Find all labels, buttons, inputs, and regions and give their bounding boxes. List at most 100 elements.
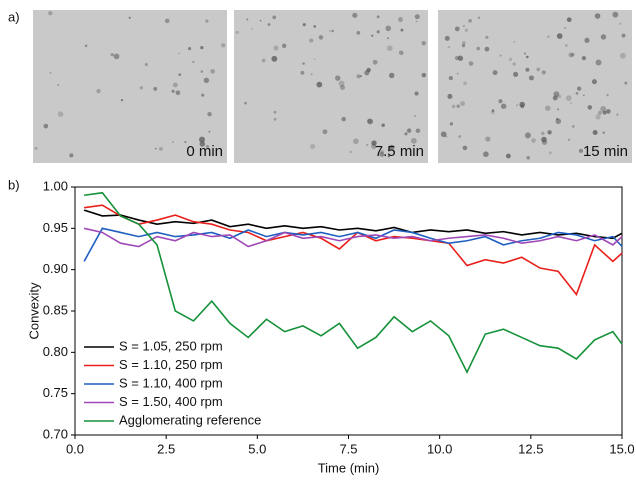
particle bbox=[541, 131, 545, 136]
particle bbox=[235, 30, 239, 35]
particle bbox=[34, 146, 38, 150]
particle bbox=[221, 43, 226, 48]
particle bbox=[556, 33, 563, 39]
particle bbox=[272, 15, 277, 20]
particle bbox=[600, 34, 607, 40]
particle bbox=[192, 60, 195, 63]
particle bbox=[331, 29, 334, 33]
particle bbox=[565, 95, 572, 101]
particle bbox=[602, 110, 607, 115]
series-line bbox=[83, 227, 623, 248]
particle bbox=[113, 53, 120, 60]
y-tick-label: 1.00 bbox=[43, 178, 68, 193]
particle bbox=[175, 90, 181, 96]
particle bbox=[567, 138, 571, 142]
particle bbox=[553, 91, 560, 97]
particle bbox=[49, 71, 52, 74]
particle bbox=[468, 18, 472, 23]
particle bbox=[513, 40, 516, 43]
particle bbox=[273, 45, 279, 51]
series-line bbox=[83, 227, 623, 262]
particle bbox=[591, 79, 597, 85]
particle bbox=[592, 130, 598, 135]
particle bbox=[500, 103, 507, 109]
particle bbox=[199, 136, 206, 143]
particle bbox=[463, 81, 468, 86]
particle bbox=[415, 128, 421, 133]
legend-label: Agglomerating reference bbox=[119, 412, 261, 427]
particle bbox=[499, 54, 502, 57]
particle bbox=[335, 75, 341, 81]
particle bbox=[556, 117, 559, 121]
particle bbox=[444, 35, 450, 41]
particle bbox=[313, 25, 317, 28]
particle bbox=[96, 89, 101, 94]
x-tick-label: 15.0 bbox=[609, 441, 634, 456]
x-tick-label: 5.0 bbox=[248, 441, 266, 456]
particle bbox=[366, 67, 371, 73]
particle bbox=[477, 16, 481, 19]
particle bbox=[421, 40, 426, 46]
particle bbox=[371, 143, 377, 150]
particle bbox=[173, 82, 178, 88]
x-tick-label: 7.5 bbox=[339, 441, 357, 456]
particle bbox=[449, 122, 454, 126]
particle bbox=[461, 43, 466, 48]
x-tick-label: 12.5 bbox=[518, 441, 543, 456]
particle bbox=[387, 155, 390, 158]
particle bbox=[203, 77, 210, 84]
particle bbox=[316, 81, 323, 88]
particle bbox=[454, 26, 460, 32]
particle bbox=[172, 141, 175, 143]
particle bbox=[414, 91, 419, 96]
particle bbox=[356, 74, 361, 79]
particle bbox=[624, 81, 628, 85]
particle bbox=[485, 136, 491, 142]
image-background bbox=[33, 10, 227, 163]
particle bbox=[505, 153, 511, 159]
particle bbox=[43, 123, 49, 129]
particle bbox=[447, 45, 451, 49]
particle bbox=[400, 28, 404, 32]
y-axis-label: Convexity bbox=[26, 282, 41, 340]
particle bbox=[158, 146, 163, 151]
particle bbox=[492, 70, 498, 76]
particle bbox=[154, 147, 157, 150]
particle bbox=[621, 33, 626, 38]
particle bbox=[576, 86, 582, 91]
particle bbox=[244, 101, 247, 105]
particle bbox=[246, 18, 249, 21]
particle bbox=[597, 110, 603, 115]
particle bbox=[388, 144, 395, 151]
particle bbox=[371, 34, 374, 37]
particle bbox=[544, 105, 551, 111]
particle bbox=[349, 150, 352, 154]
particle bbox=[178, 52, 180, 55]
particle bbox=[376, 30, 380, 34]
particle bbox=[48, 11, 53, 16]
particle bbox=[366, 118, 372, 123]
particle bbox=[612, 11, 619, 18]
x-tick-label: 10.0 bbox=[427, 441, 452, 456]
particle bbox=[187, 46, 192, 51]
particle bbox=[541, 70, 546, 75]
particle bbox=[341, 116, 346, 122]
particle bbox=[379, 152, 385, 157]
particle bbox=[200, 45, 204, 50]
particle bbox=[619, 22, 622, 25]
particle bbox=[463, 25, 465, 28]
particle bbox=[468, 61, 474, 66]
particle bbox=[564, 44, 568, 47]
particle bbox=[456, 104, 460, 108]
particle bbox=[536, 67, 541, 72]
particle bbox=[376, 15, 380, 19]
particle bbox=[528, 75, 534, 81]
particle bbox=[322, 129, 328, 135]
particle bbox=[69, 153, 74, 158]
image-caption: 15 min bbox=[583, 143, 628, 160]
particle bbox=[300, 70, 305, 75]
legend-label: S = 1.05, 250 rpm bbox=[119, 338, 223, 353]
particle bbox=[128, 16, 131, 19]
particle bbox=[595, 114, 601, 120]
particle bbox=[310, 143, 316, 150]
